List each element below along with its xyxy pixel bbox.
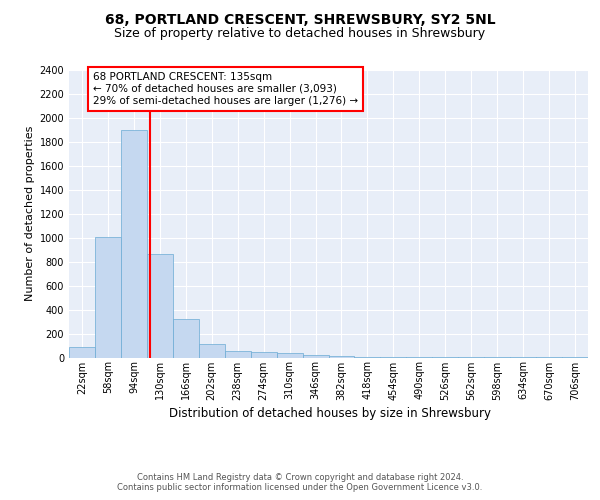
Text: 68 PORTLAND CRESCENT: 135sqm
← 70% of detached houses are smaller (3,093)
29% of: 68 PORTLAND CRESCENT: 135sqm ← 70% of de… [93, 72, 358, 106]
Text: 68, PORTLAND CRESCENT, SHREWSBURY, SY2 5NL: 68, PORTLAND CRESCENT, SHREWSBURY, SY2 5… [104, 12, 496, 26]
Bar [251, 352, 277, 358]
Text: Size of property relative to detached houses in Shrewsbury: Size of property relative to detached ho… [115, 28, 485, 40]
Bar [121, 130, 147, 358]
Bar [329, 356, 355, 358]
Bar [173, 319, 199, 358]
Bar [199, 344, 224, 357]
Text: Distribution of detached houses by size in Shrewsbury: Distribution of detached houses by size … [169, 408, 491, 420]
Bar [302, 355, 329, 358]
Bar [277, 354, 302, 358]
Bar [95, 236, 121, 358]
Bar [355, 357, 380, 358]
Bar [432, 357, 458, 358]
Text: Contains HM Land Registry data © Crown copyright and database right 2024.
Contai: Contains HM Land Registry data © Crown c… [118, 472, 482, 492]
Bar [224, 351, 251, 358]
Bar [406, 357, 432, 358]
Bar [380, 357, 406, 358]
Bar [69, 346, 95, 358]
Bar [147, 254, 173, 358]
Y-axis label: Number of detached properties: Number of detached properties [25, 126, 35, 302]
